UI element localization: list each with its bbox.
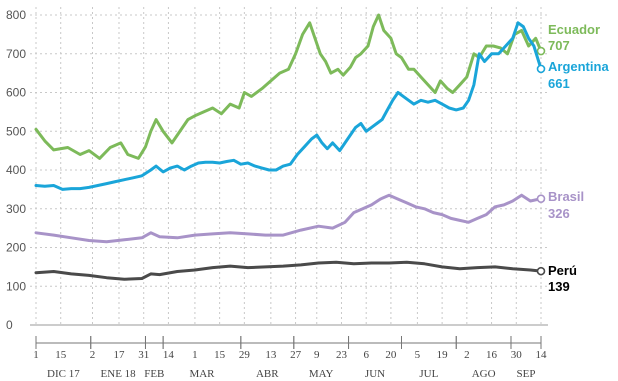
series-name-label-3: Perú <box>548 263 577 278</box>
series-line-2 <box>34 193 543 244</box>
series-end-marker-0 <box>536 46 546 56</box>
y-tick-label-4: 400 <box>6 163 26 177</box>
y-tick-label-8: 800 <box>6 8 26 22</box>
series-name-label-1: Argentina <box>548 59 609 74</box>
series-line-3 <box>34 260 543 281</box>
series-line-1 <box>34 21 543 191</box>
month-label-0: DIC 17 <box>47 368 80 380</box>
y-tick-label-5: 500 <box>6 124 26 138</box>
x-tick-label-5: 14 <box>163 349 175 361</box>
x-tick-label-1: 15 <box>55 349 67 361</box>
chart-grid <box>30 7 548 326</box>
series-end-marker-1 <box>536 64 546 74</box>
series-lines <box>34 13 546 281</box>
series-end-marker-2 <box>536 194 546 203</box>
x-tick-label-7: 15 <box>214 349 226 361</box>
x-tick-label-20: 14 <box>536 349 548 361</box>
month-label-4: ABR <box>256 368 279 380</box>
y-tick-label-0: 0 <box>6 318 13 332</box>
series-value-label-2: 326 <box>548 206 570 221</box>
series-end-marker-3 <box>536 266 546 276</box>
y-tick-label-3: 300 <box>6 202 26 216</box>
series-name-label-2: Brasil <box>548 189 584 204</box>
x-tick-label-9: 13 <box>265 349 277 361</box>
x-tick-label-10: 27 <box>290 349 302 361</box>
month-label-2: FEB <box>144 368 164 380</box>
x-tick-label-17: 2 <box>464 349 470 361</box>
x-tick-label-15: 5 <box>415 349 421 361</box>
series-line-0 <box>34 13 543 160</box>
series-value-label-1: 661 <box>548 76 570 91</box>
x-tick-label-19: 30 <box>511 349 523 361</box>
x-tick-label-18: 16 <box>486 349 498 361</box>
y-axis: 0 100 200 300 400 500 600 700 800 <box>6 8 26 332</box>
x-tick-label-11: 9 <box>314 349 320 361</box>
month-label-8: AGO <box>472 368 496 380</box>
y-tick-label-1: 100 <box>6 279 26 293</box>
month-label-7: JUL <box>419 368 438 380</box>
x-tick-label-13: 6 <box>363 349 369 361</box>
x-tick-label-4: 31 <box>138 349 149 361</box>
x-tick-label-2: 2 <box>90 349 96 361</box>
series-value-label-3: 139 <box>548 279 570 294</box>
y-tick-label-2: 200 <box>6 241 26 255</box>
month-label-5: MAY <box>309 368 334 380</box>
month-label-3: MAR <box>189 368 215 380</box>
month-label-6: JUN <box>365 368 385 380</box>
month-label-1: ENE 18 <box>101 368 137 380</box>
x-tick-label-14: 20 <box>385 349 397 361</box>
series-name-label-0: Ecuador <box>548 22 600 37</box>
y-tick-label-6: 600 <box>6 86 26 100</box>
x-tick-label-16: 19 <box>437 349 449 361</box>
month-label-9: SEP <box>517 368 536 380</box>
x-tick-label-6: 1 <box>192 349 198 361</box>
x-tick-label-12: 23 <box>336 349 348 361</box>
x-tick-label-3: 17 <box>113 349 125 361</box>
y-tick-label-7: 700 <box>6 47 26 61</box>
x-tick-label-0: 1 <box>33 349 39 361</box>
x-tick-label-8: 29 <box>239 349 251 361</box>
series-value-label-0: 707 <box>548 38 570 53</box>
